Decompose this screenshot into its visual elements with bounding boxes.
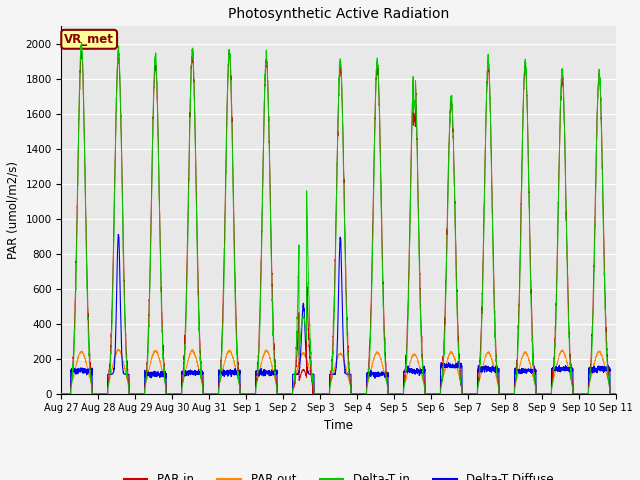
Title: Photosynthetic Active Radiation: Photosynthetic Active Radiation [228, 7, 449, 21]
Text: VR_met: VR_met [64, 33, 114, 46]
X-axis label: Time: Time [324, 419, 353, 432]
Y-axis label: PAR (umol/m2/s): PAR (umol/m2/s) [7, 161, 20, 259]
Legend: PAR in, PAR out, Delta-T in, Delta-T Diffuse: PAR in, PAR out, Delta-T in, Delta-T Dif… [119, 468, 559, 480]
